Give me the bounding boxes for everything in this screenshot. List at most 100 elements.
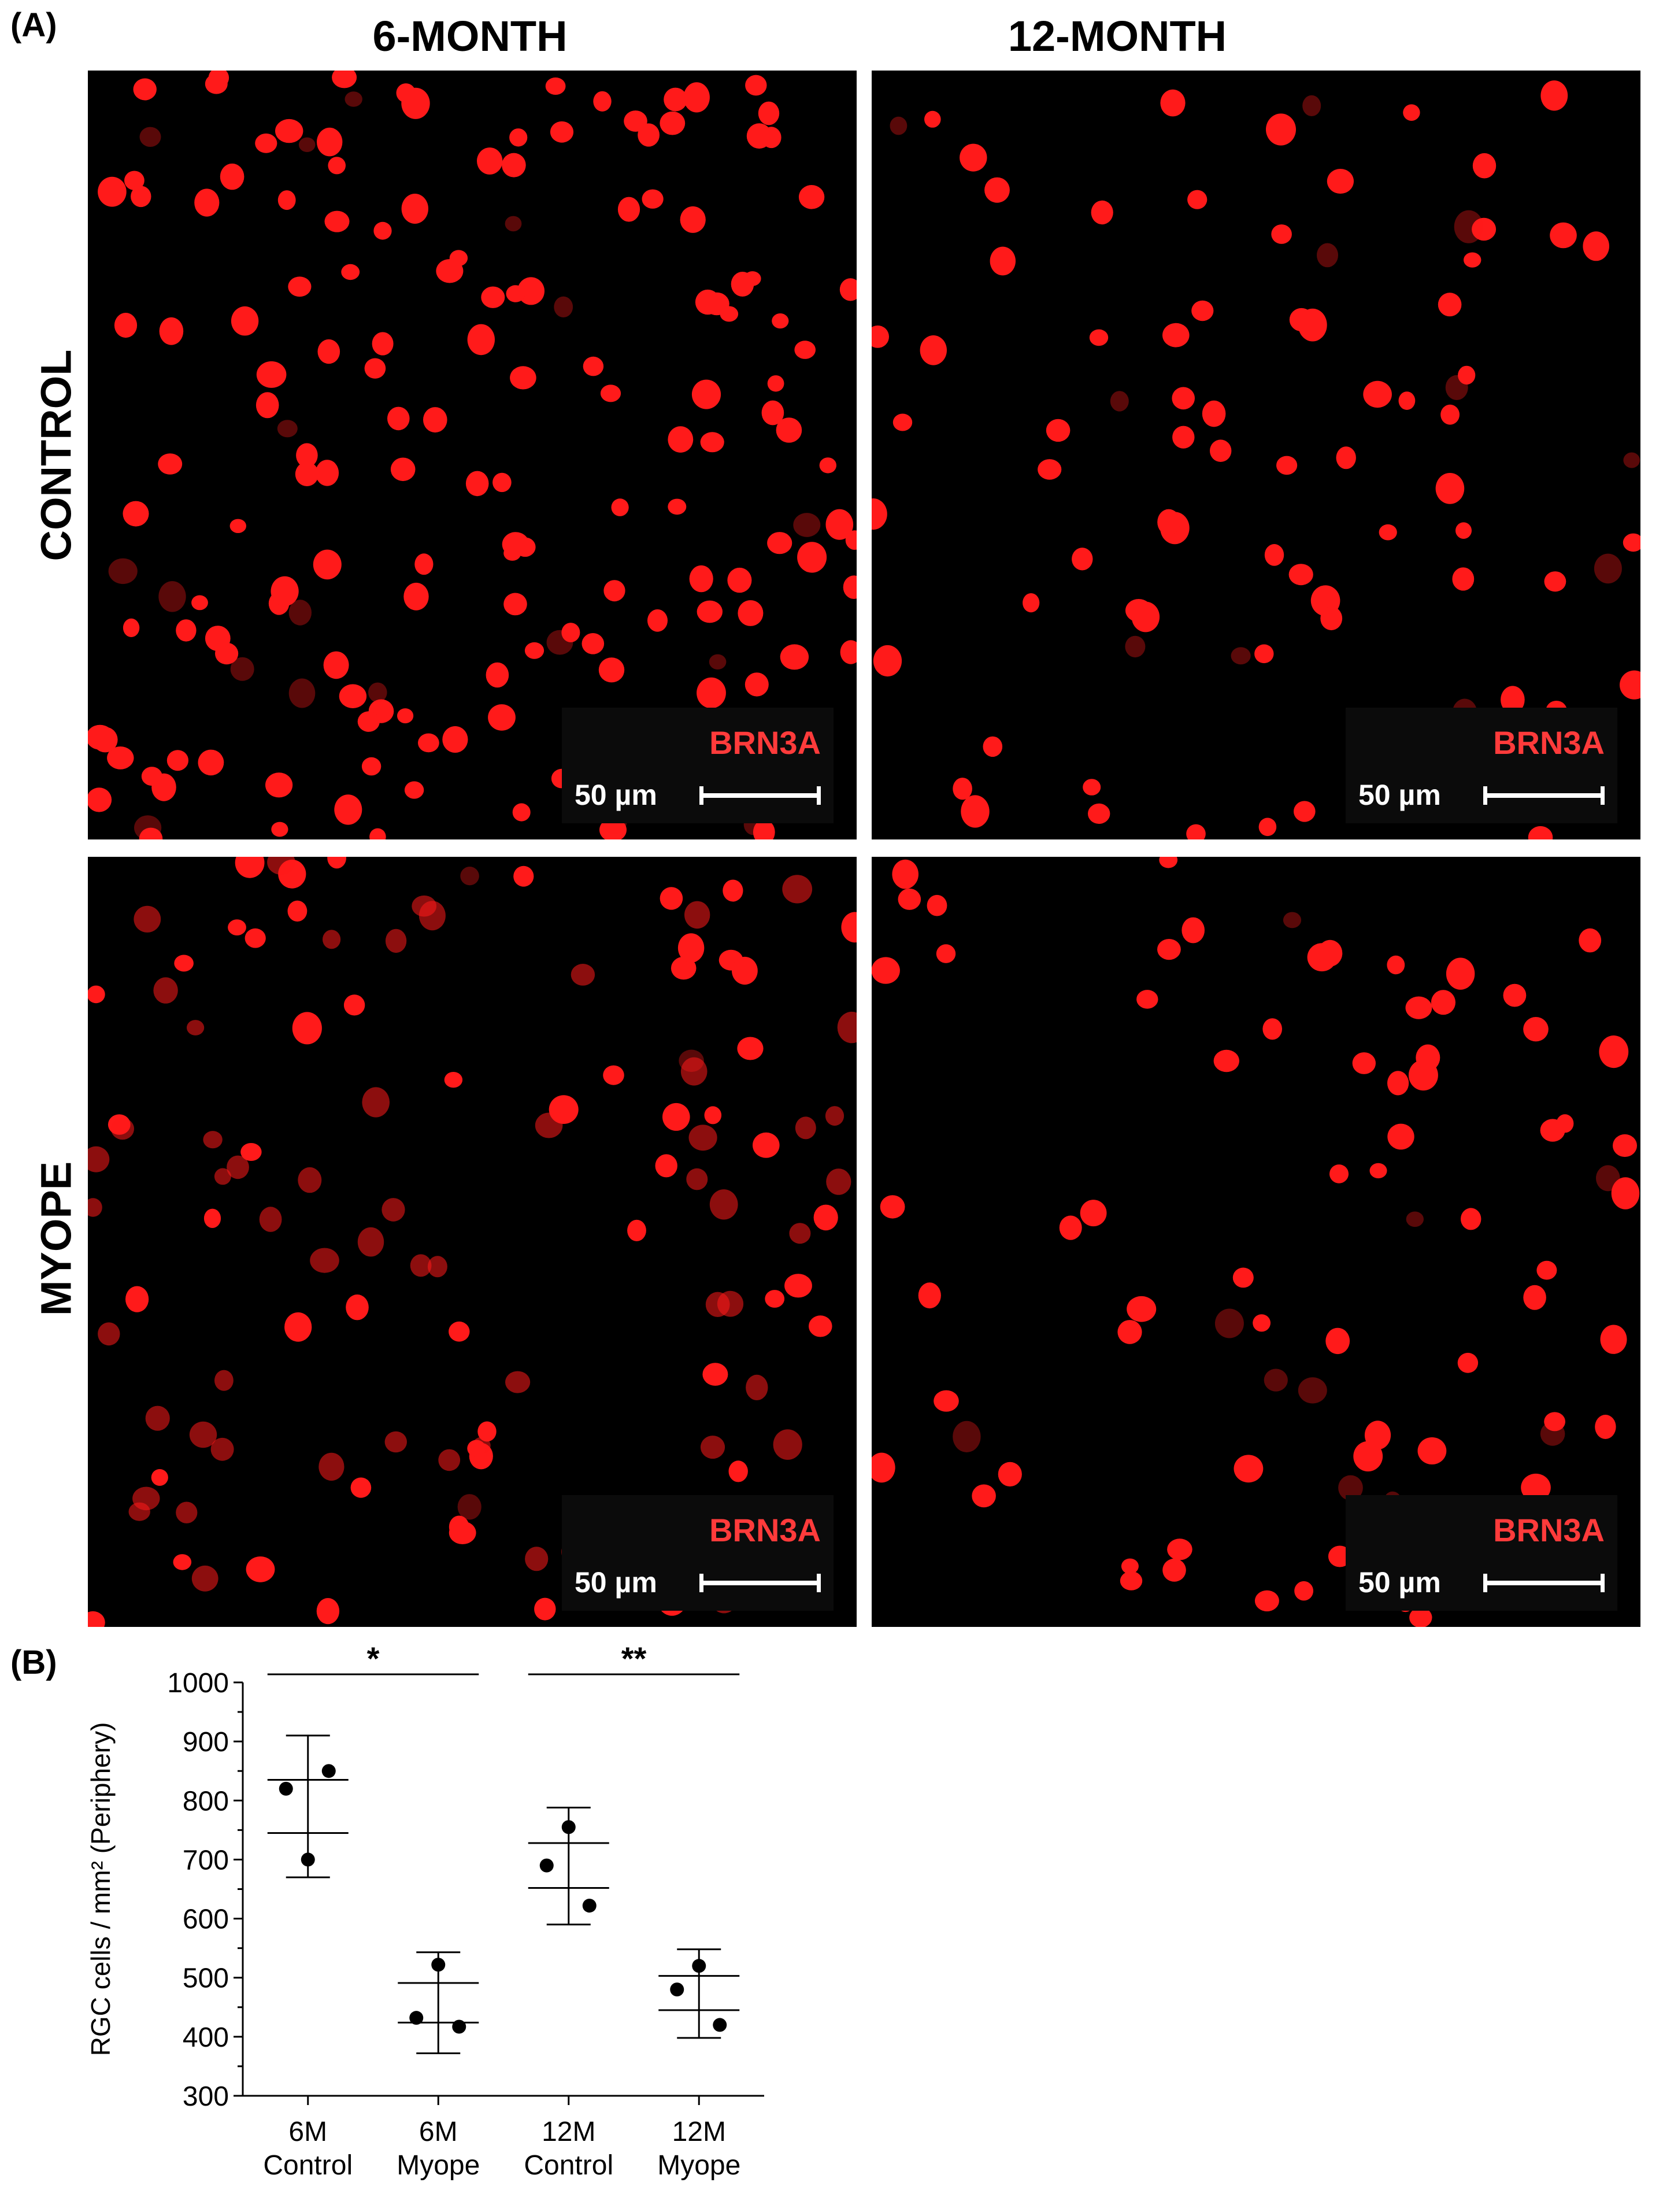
nucleus — [357, 1227, 384, 1257]
nucleus — [151, 1469, 168, 1486]
nucleus — [709, 1189, 738, 1220]
nucleus — [561, 623, 580, 642]
nucleus — [746, 1374, 768, 1400]
nucleus — [809, 1315, 832, 1337]
nucleus — [131, 186, 151, 208]
nucleus — [364, 358, 386, 379]
nucleus — [477, 1421, 497, 1442]
nucleus — [837, 1011, 857, 1044]
nucleus — [176, 619, 197, 642]
nucleus — [505, 1371, 531, 1393]
nucleus — [1461, 1208, 1481, 1230]
nucleus — [655, 1154, 677, 1178]
nucleus — [1091, 200, 1113, 225]
x-tick-label: Control — [263, 2150, 353, 2181]
nucleus — [1121, 1558, 1139, 1574]
nucleus — [1266, 113, 1296, 146]
nucleus — [513, 865, 534, 887]
nucleus — [1232, 1267, 1254, 1288]
nucleus — [1088, 803, 1110, 824]
nucleus — [1523, 1285, 1546, 1310]
nucleus — [198, 749, 224, 776]
nucleus — [617, 197, 640, 222]
row-title-myope: MYOPE — [32, 1161, 80, 1316]
nucleus — [369, 828, 386, 839]
nucleus — [953, 1421, 981, 1452]
nucleus — [767, 532, 792, 554]
nucleus — [525, 1547, 549, 1571]
nucleus — [317, 339, 340, 364]
nucleus — [700, 432, 724, 453]
nucleus — [174, 955, 194, 972]
nucleus — [918, 1282, 941, 1309]
nucleus — [442, 726, 468, 753]
nucleus — [892, 413, 913, 431]
nucleus — [1398, 391, 1416, 410]
nucleus — [998, 1462, 1022, 1487]
nucleus — [1131, 601, 1160, 632]
nucleus — [1072, 548, 1093, 571]
nucleus — [397, 708, 414, 724]
nucleus — [477, 147, 503, 175]
nucleus — [1125, 635, 1146, 658]
nucleus — [1136, 990, 1158, 1009]
nucleus — [1120, 1571, 1143, 1590]
data-point — [539, 1858, 554, 1873]
nucleus — [124, 171, 145, 190]
marker-label: BRN3A — [1493, 1512, 1605, 1548]
nucleus — [638, 123, 660, 147]
nucleus — [1117, 1320, 1142, 1344]
nucleus — [166, 750, 188, 771]
marker-label: BRN3A — [1493, 724, 1605, 761]
nucleus — [235, 857, 265, 878]
nucleus — [128, 1502, 150, 1521]
nucleus — [1167, 1538, 1192, 1560]
nucleus — [1600, 1325, 1627, 1354]
nucleus — [1523, 1017, 1549, 1042]
nucleus — [1387, 1123, 1414, 1150]
nucleus — [872, 325, 889, 348]
nucleus — [1623, 452, 1640, 468]
nucleus — [240, 1143, 262, 1161]
nucleus — [141, 767, 162, 786]
nucleus — [1046, 419, 1071, 442]
nucleus — [123, 501, 149, 527]
nucleus — [1406, 1211, 1424, 1227]
nucleus — [1464, 252, 1481, 268]
nucleus — [972, 1484, 996, 1508]
nucleus — [298, 1167, 322, 1193]
nucleus — [387, 406, 410, 431]
nucleus — [88, 1611, 105, 1627]
nucleus — [695, 289, 720, 315]
nucleus — [1288, 564, 1313, 586]
nucleus — [825, 1106, 845, 1126]
nucleus — [418, 733, 439, 753]
nucleus — [1298, 1377, 1327, 1404]
nucleus — [934, 1390, 959, 1412]
scale-label: 50 µm — [1358, 779, 1441, 811]
nucleus — [1160, 89, 1186, 117]
nucleus — [1379, 524, 1397, 541]
marker-label: BRN3A — [709, 1512, 821, 1548]
data-point — [713, 2018, 727, 2032]
nucleus — [1059, 1215, 1082, 1240]
nucleus — [776, 417, 802, 443]
nucleus — [492, 472, 512, 493]
nucleus — [88, 787, 112, 812]
x-tick-label: Myope — [397, 2150, 480, 2181]
nucleus — [362, 1087, 390, 1118]
nucleus — [227, 1155, 249, 1179]
nucleus — [1038, 459, 1062, 480]
nucleus — [1408, 1060, 1438, 1091]
nucleus — [427, 1256, 447, 1278]
nucleus — [465, 471, 489, 497]
nucleus — [826, 1168, 851, 1195]
nucleus — [317, 127, 343, 157]
y-tick-label: 900 — [183, 1727, 229, 1758]
nucleus — [880, 1195, 905, 1219]
nucleus — [1595, 1415, 1616, 1439]
nucleus — [983, 736, 1003, 757]
nucleus — [316, 1598, 340, 1625]
nucleus — [1472, 217, 1497, 241]
nucleus — [1613, 1134, 1637, 1157]
